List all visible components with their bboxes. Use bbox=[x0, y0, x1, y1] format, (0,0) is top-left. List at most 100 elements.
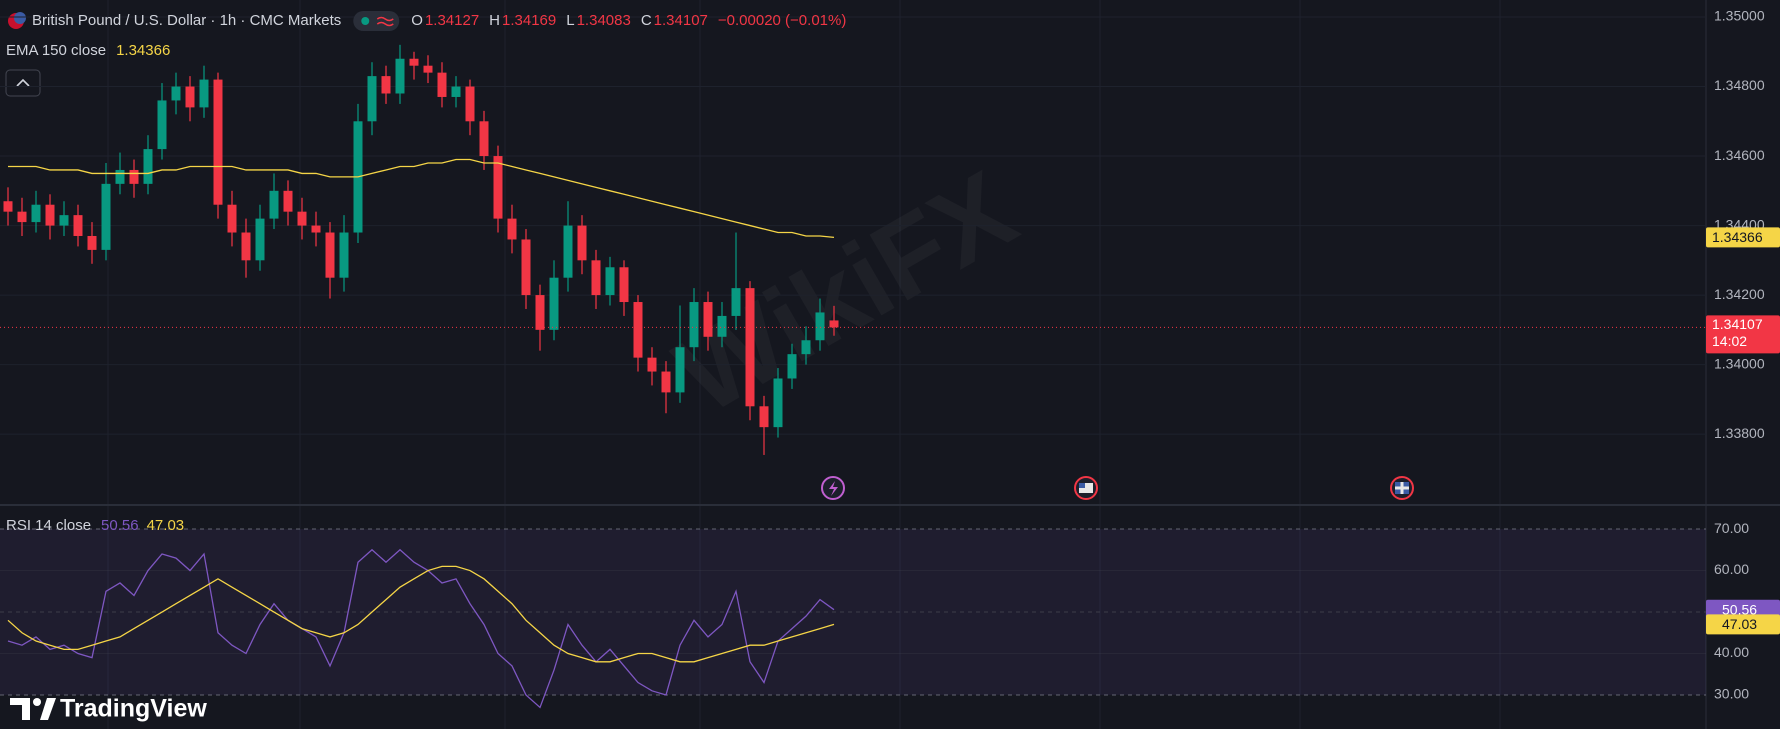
candle-body bbox=[129, 169, 139, 184]
candle-body bbox=[381, 76, 391, 94]
y-tick-label: 1.34000 bbox=[1714, 355, 1765, 371]
candle-body bbox=[605, 267, 615, 296]
event-icons bbox=[821, 476, 1414, 500]
candle-body bbox=[185, 86, 195, 108]
rsi-tag bbox=[1706, 614, 1780, 635]
ema-line bbox=[8, 158, 835, 239]
ema-label: EMA 150 close bbox=[6, 42, 106, 59]
ohlc-value: 1.34107 bbox=[654, 12, 708, 29]
candle-body bbox=[17, 211, 27, 223]
candle-body bbox=[493, 156, 503, 219]
y-tick-label: 1.33800 bbox=[1714, 425, 1765, 441]
ohlc-label: L bbox=[566, 12, 574, 29]
rsi-tag-label: 50.56 bbox=[1722, 601, 1757, 617]
candle-body bbox=[59, 215, 69, 226]
y-tick-label: 40.00 bbox=[1714, 644, 1749, 660]
ema-tag bbox=[1706, 227, 1780, 248]
chart-title: British Pound / U.S. Dollar · 1h · CMC M… bbox=[32, 12, 341, 29]
candle-body bbox=[255, 218, 265, 261]
candle-body bbox=[367, 76, 377, 122]
candle-body bbox=[521, 239, 531, 296]
candle-body bbox=[241, 232, 251, 261]
ohlc-value: 1.34127 bbox=[425, 12, 479, 29]
candle-body bbox=[815, 312, 825, 341]
candle-body bbox=[745, 288, 755, 407]
collapse-button[interactable] bbox=[5, 69, 41, 97]
ohlc-label: H bbox=[489, 12, 500, 29]
candle-body bbox=[661, 371, 671, 393]
candle-body bbox=[115, 169, 125, 184]
candle-body bbox=[717, 315, 727, 337]
ohlc-label: C bbox=[641, 12, 652, 29]
ema-value: 1.34366 bbox=[116, 42, 170, 59]
candle-body bbox=[423, 65, 433, 73]
candle-body bbox=[297, 211, 307, 226]
rsi-value: 47.03 bbox=[147, 517, 185, 534]
ohlc-label: O bbox=[411, 12, 423, 29]
y-tick-label: 1.34800 bbox=[1714, 77, 1765, 93]
candle-body bbox=[87, 235, 97, 250]
candle-body bbox=[3, 201, 13, 212]
candle-body bbox=[171, 86, 181, 101]
candle-body bbox=[157, 100, 167, 150]
candle-body bbox=[479, 121, 489, 157]
candle-body bbox=[395, 58, 405, 94]
candle-body bbox=[143, 149, 153, 184]
candle-body bbox=[101, 183, 111, 250]
y-tick-label: 70.00 bbox=[1714, 520, 1749, 536]
y-tick-label: 1.34600 bbox=[1714, 147, 1765, 163]
candle-body bbox=[437, 72, 447, 97]
candle-body bbox=[675, 347, 685, 393]
ohlc-value: 1.34169 bbox=[502, 12, 556, 29]
rsi-band bbox=[0, 529, 1706, 695]
candle-body bbox=[269, 190, 279, 219]
status-dot bbox=[361, 17, 370, 25]
candle-body bbox=[213, 79, 223, 205]
candle-body bbox=[731, 288, 741, 316]
rsi-label: RSI 14 close bbox=[6, 517, 91, 534]
rsi-tag-label: 47.03 bbox=[1722, 616, 1757, 632]
candle-body bbox=[647, 357, 657, 372]
candle-body bbox=[689, 302, 699, 348]
candle-body bbox=[703, 302, 713, 337]
y-tick-label: 1.34200 bbox=[1714, 286, 1765, 302]
y-tick-label: 60.00 bbox=[1714, 561, 1749, 577]
rsi-line bbox=[7, 565, 835, 663]
candle-body bbox=[325, 232, 335, 278]
candle-body bbox=[451, 86, 461, 97]
candle-body bbox=[577, 225, 587, 261]
logo bbox=[10, 698, 56, 720]
price-tag-label: 1.34107 bbox=[1712, 316, 1763, 332]
symbol-icon bbox=[14, 12, 26, 24]
candle-body bbox=[829, 320, 839, 328]
candle-body bbox=[339, 232, 349, 278]
candle-body bbox=[535, 295, 545, 330]
candle-body bbox=[73, 215, 83, 236]
candle-body bbox=[563, 225, 573, 278]
candle-body bbox=[591, 260, 601, 296]
candle-body bbox=[465, 86, 475, 122]
ohlc-value: 1.34083 bbox=[577, 12, 631, 29]
status-badge bbox=[353, 11, 400, 31]
candle-body bbox=[31, 204, 41, 223]
ema-tag-label: 1.34366 bbox=[1712, 229, 1763, 245]
candle-body bbox=[549, 277, 559, 330]
candle-body bbox=[801, 340, 811, 355]
status-icon bbox=[376, 16, 394, 27]
candle-body bbox=[633, 302, 643, 358]
candle-body bbox=[227, 204, 237, 233]
logo-text: TradingView bbox=[60, 695, 207, 723]
price-tag bbox=[1706, 315, 1780, 354]
change: −0.00020 (−0.01%) bbox=[718, 12, 846, 29]
candle-body bbox=[773, 378, 783, 428]
y-tick-label: 1.35000 bbox=[1714, 8, 1765, 24]
candle-body bbox=[283, 190, 293, 212]
candle-body bbox=[507, 218, 517, 240]
collapse-icon bbox=[16, 78, 30, 87]
candle-body bbox=[619, 267, 629, 303]
y-tick-label: 30.00 bbox=[1714, 686, 1749, 702]
rsi-line bbox=[7, 548, 835, 709]
candle-body bbox=[787, 354, 797, 379]
candle-body bbox=[199, 79, 209, 108]
